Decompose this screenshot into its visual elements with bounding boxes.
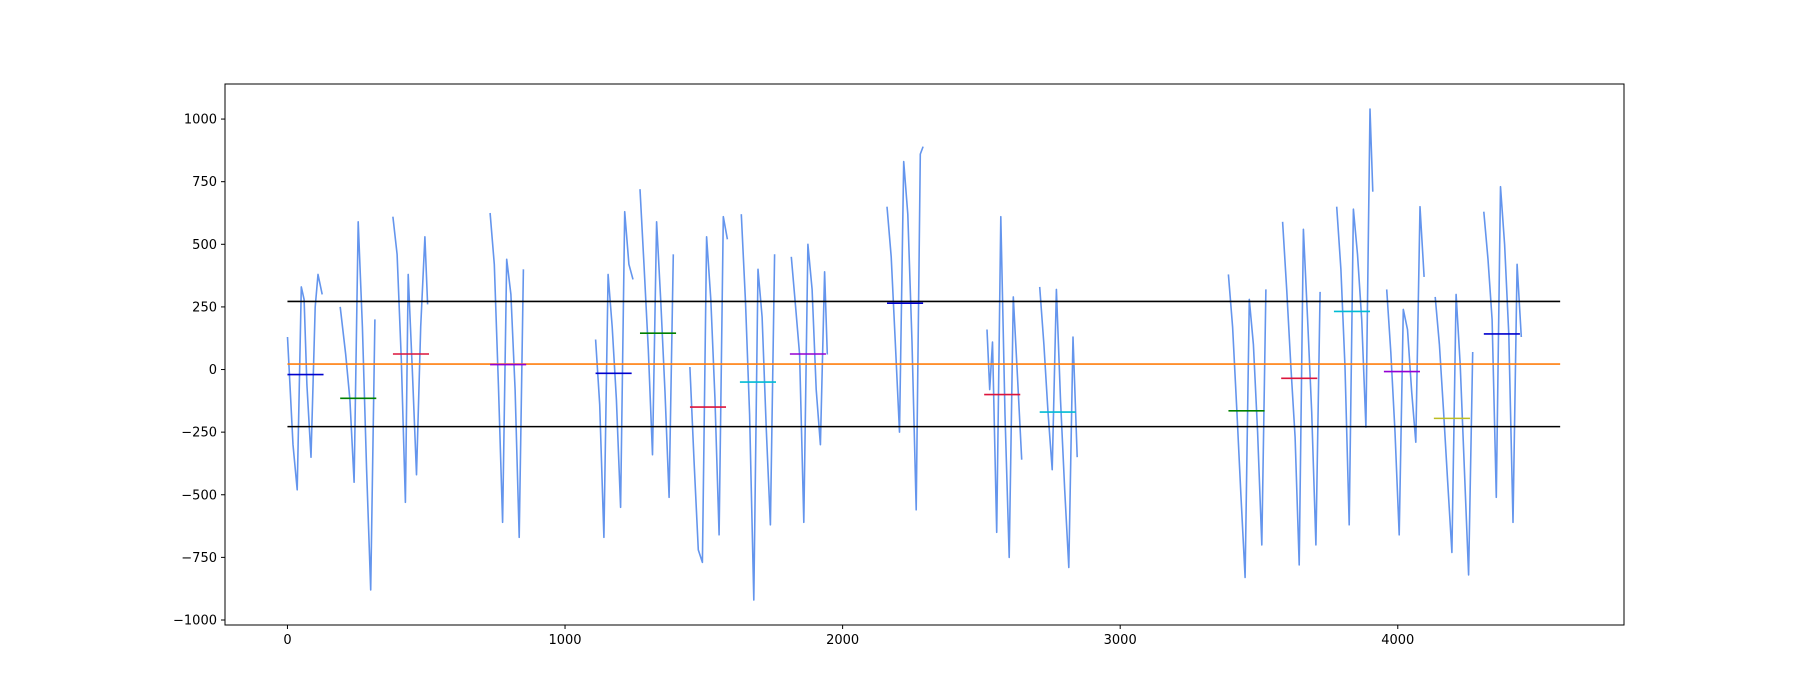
signal-segment-17 [1434,293,1474,576]
signal-segment-15 [1335,108,1374,526]
y-tick-label: −750 [181,551,217,566]
y-axis: −1000 −750 −500 −250 0 250 500 750 1000 [173,113,225,628]
signal-segment-7 [689,215,729,564]
y-tick-label: −250 [181,426,217,441]
signal-segment-1 [286,273,323,491]
signal-segment-18 [1483,185,1523,524]
y-tick-label: 0 [209,363,217,378]
signal-segment-3 [392,216,429,504]
signal-segment-16 [1385,205,1425,536]
x-tick-label: 0 [283,633,291,648]
x-axis: 0 1000 2000 3000 4000 [283,625,1414,648]
x-tick-label: 1000 [548,633,581,648]
y-tick-label: 250 [192,300,217,315]
y-tick-label: 500 [192,238,217,253]
x-tick-label: 4000 [1381,633,1414,648]
x-tick-label: 2000 [826,633,859,648]
plot-frame [224,83,1625,626]
signal-segment-5 [594,210,634,539]
signal-segment-8 [740,214,776,601]
y-tick-label: −500 [181,488,217,503]
signal-segment-13 [1227,274,1267,579]
signal-segment-10 [886,146,924,511]
signal-segment-9 [790,243,829,524]
signal-segment-12 [1038,286,1078,569]
x-tick-label: 3000 [1104,633,1137,648]
y-tick-label: −1000 [173,613,217,628]
signal-segment-2 [339,221,376,591]
y-tick-label: 750 [192,175,217,190]
plot-content [286,108,1561,601]
signal-segment-4 [489,212,525,539]
signal-segment-6 [639,189,675,499]
signal-segment-11 [986,215,1023,559]
y-tick-label: 1000 [184,113,217,128]
signal-segment-14 [1281,221,1321,566]
